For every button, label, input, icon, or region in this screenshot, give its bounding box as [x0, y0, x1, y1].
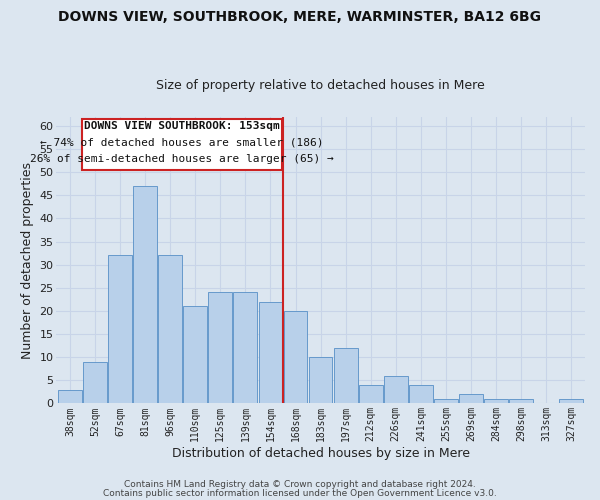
Bar: [58, 390, 82, 404]
Text: 26% of semi-detached houses are larger (65) →: 26% of semi-detached houses are larger (…: [30, 154, 334, 164]
Bar: [484, 399, 508, 404]
Text: ← 74% of detached houses are smaller (186): ← 74% of detached houses are smaller (18…: [40, 138, 324, 147]
Bar: [509, 399, 533, 404]
Bar: [158, 256, 182, 404]
Bar: [359, 385, 383, 404]
Bar: [559, 399, 583, 404]
Bar: [208, 292, 232, 404]
Bar: [108, 256, 132, 404]
X-axis label: Distribution of detached houses by size in Mere: Distribution of detached houses by size …: [172, 447, 470, 460]
Text: DOWNS VIEW, SOUTHBROOK, MERE, WARMINSTER, BA12 6BG: DOWNS VIEW, SOUTHBROOK, MERE, WARMINSTER…: [59, 10, 542, 24]
FancyBboxPatch shape: [82, 119, 282, 170]
Text: Contains public sector information licensed under the Open Government Licence v3: Contains public sector information licen…: [103, 488, 497, 498]
Bar: [83, 362, 107, 404]
Bar: [434, 399, 458, 404]
Y-axis label: Number of detached properties: Number of detached properties: [20, 162, 34, 358]
Title: Size of property relative to detached houses in Mere: Size of property relative to detached ho…: [156, 79, 485, 92]
Text: Contains HM Land Registry data © Crown copyright and database right 2024.: Contains HM Land Registry data © Crown c…: [124, 480, 476, 489]
Bar: [334, 348, 358, 404]
Bar: [384, 376, 407, 404]
Bar: [308, 357, 332, 404]
Bar: [284, 311, 307, 404]
Bar: [259, 302, 283, 404]
Bar: [233, 292, 257, 404]
Text: DOWNS VIEW SOUTHBROOK: 153sqm: DOWNS VIEW SOUTHBROOK: 153sqm: [84, 122, 280, 132]
Bar: [459, 394, 483, 404]
Bar: [133, 186, 157, 404]
Bar: [409, 385, 433, 404]
Bar: [184, 306, 207, 404]
